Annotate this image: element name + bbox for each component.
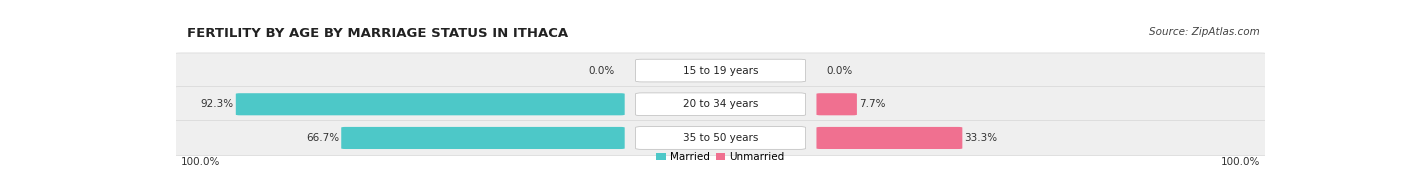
FancyBboxPatch shape bbox=[342, 127, 624, 149]
FancyBboxPatch shape bbox=[817, 127, 962, 149]
Text: 66.7%: 66.7% bbox=[307, 133, 339, 143]
Text: 7.7%: 7.7% bbox=[859, 99, 886, 109]
Text: 20 to 34 years: 20 to 34 years bbox=[683, 99, 758, 109]
Text: 100.0%: 100.0% bbox=[1220, 157, 1260, 167]
Text: 0.0%: 0.0% bbox=[589, 65, 614, 75]
FancyBboxPatch shape bbox=[636, 127, 806, 149]
Text: 100.0%: 100.0% bbox=[181, 157, 221, 167]
Text: FERTILITY BY AGE BY MARRIAGE STATUS IN ITHACA: FERTILITY BY AGE BY MARRIAGE STATUS IN I… bbox=[187, 26, 568, 40]
FancyBboxPatch shape bbox=[173, 87, 1268, 122]
FancyBboxPatch shape bbox=[636, 59, 806, 82]
Text: Source: ZipAtlas.com: Source: ZipAtlas.com bbox=[1149, 26, 1260, 36]
FancyBboxPatch shape bbox=[173, 53, 1268, 88]
Text: 15 to 19 years: 15 to 19 years bbox=[683, 65, 758, 75]
Text: 0.0%: 0.0% bbox=[827, 65, 852, 75]
Text: 33.3%: 33.3% bbox=[965, 133, 998, 143]
FancyBboxPatch shape bbox=[817, 93, 856, 115]
Legend: Married, Unmarried: Married, Unmarried bbox=[652, 148, 789, 166]
FancyBboxPatch shape bbox=[173, 120, 1268, 156]
FancyBboxPatch shape bbox=[636, 93, 806, 116]
Text: 35 to 50 years: 35 to 50 years bbox=[683, 133, 758, 143]
Text: 92.3%: 92.3% bbox=[201, 99, 233, 109]
FancyBboxPatch shape bbox=[236, 93, 624, 115]
